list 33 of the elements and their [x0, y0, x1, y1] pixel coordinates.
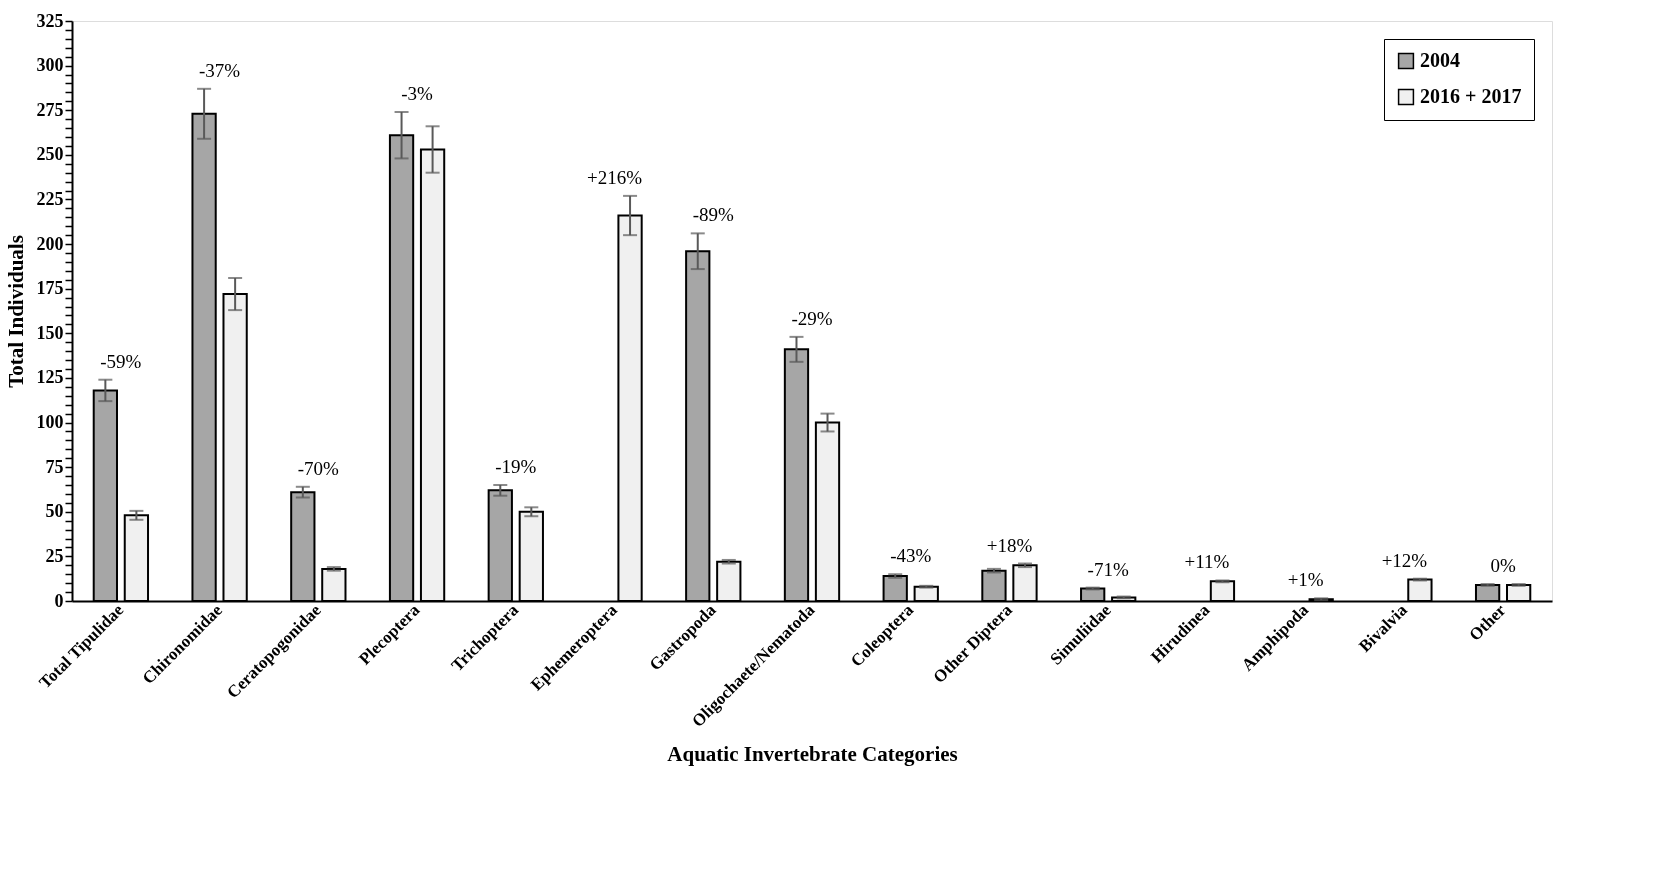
annotation: +1%	[1287, 569, 1324, 591]
y-tick-label: 275	[36, 99, 64, 120]
y-tick-label: 200	[36, 233, 64, 254]
y-tick-label: 25	[45, 545, 64, 566]
legend-label: 2016 + 2017	[1420, 85, 1522, 107]
annotation: -89%	[692, 204, 735, 226]
annotation: -43%	[890, 545, 932, 567]
y-tick-label: 150	[36, 322, 64, 343]
y-tick-label: 125	[36, 367, 64, 388]
y-axis-title: Total Individuals	[3, 235, 28, 388]
annotation: -3%	[401, 83, 434, 105]
annotation: +18%	[986, 534, 1033, 556]
y-tick-label: 300	[36, 55, 64, 76]
legend-label: 2004	[1420, 49, 1460, 71]
annotation: +12%	[1381, 549, 1428, 571]
annotation: -19%	[495, 456, 537, 477]
annotation: -71%	[1087, 558, 1129, 580]
y-tick-label: 50	[45, 501, 64, 522]
annotation: -29%	[791, 307, 833, 329]
annotation: +216%	[587, 166, 643, 188]
y-tick-label: 250	[36, 144, 64, 165]
annotation: 0%	[1490, 555, 1516, 577]
y-tick-label: 175	[36, 278, 64, 299]
y-tick-label: 0	[54, 590, 64, 611]
y-tick-label: 225	[36, 188, 64, 209]
annotation: -59%	[100, 350, 142, 372]
y-tick-label: 75	[45, 456, 64, 477]
annotation: +11%	[1184, 551, 1230, 573]
y-tick-label: 100	[36, 412, 64, 433]
annotation: -70%	[297, 457, 340, 479]
y-tick-label: 325	[36, 10, 64, 31]
annotation: -37%	[199, 59, 241, 81]
x-axis-title: Aquatic Invertebrate Categories	[667, 742, 958, 766]
